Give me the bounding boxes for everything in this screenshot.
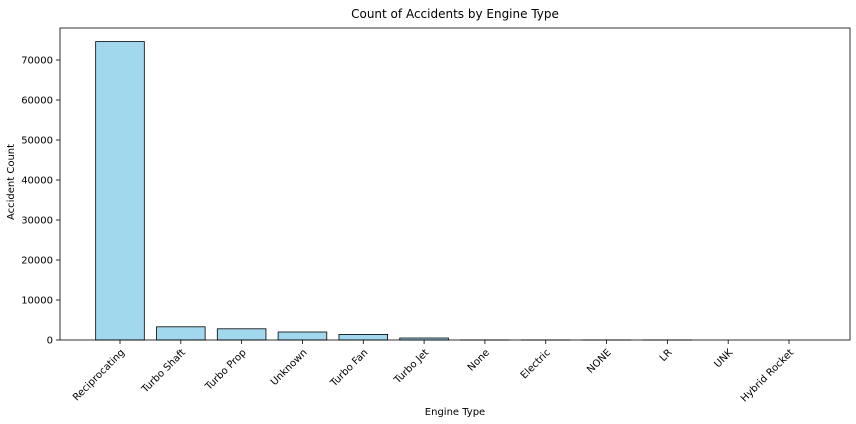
x-axis-title: Engine Type — [425, 407, 485, 418]
bar — [338, 333, 389, 341]
bar — [95, 41, 145, 341]
bar — [216, 328, 267, 341]
bar — [156, 326, 206, 341]
y-tick-label: 70000 — [21, 56, 53, 67]
chart-title: Count of Accidents by Engine Type — [351, 7, 559, 21]
x-tick-label: None — [466, 347, 492, 373]
y-tick-label: 50000 — [21, 136, 53, 147]
x-tick-label: Turbo Prop — [203, 347, 249, 393]
y-tick-label: 0 — [47, 336, 53, 347]
y-tick-label: 20000 — [21, 256, 53, 267]
x-tick-label: NONE — [585, 347, 613, 375]
x-tick-label: Turbo Shaft — [139, 347, 188, 396]
x-tick-label: Turbo Fan — [328, 347, 370, 389]
y-tick-label: 30000 — [21, 216, 53, 227]
x-tick-label: Unknown — [269, 347, 310, 388]
y-axis-title: Accident Count — [6, 144, 17, 220]
y-tick-label: 60000 — [21, 96, 53, 107]
plot-frame — [59, 27, 851, 341]
x-tick-label: UNK — [712, 347, 735, 370]
x-tick-label: Hybrid Rocket — [739, 347, 796, 404]
x-tick-label: Reciprocating — [71, 347, 127, 403]
y-axis: 0 10000 20000 30000 40000 50000 60000 70000 — [21, 56, 60, 347]
plot-area — [95, 41, 693, 341]
x-tick-label: Electric — [519, 347, 553, 381]
x-tick-label: LR — [658, 347, 675, 364]
y-tick-label: 10000 — [21, 296, 53, 307]
x-axis: Reciprocating Turbo Shaft Turbo Prop Unknow… — [71, 340, 796, 404]
y-tick-label: 40000 — [21, 176, 53, 187]
bar — [277, 331, 328, 341]
x-tick-label: Turbo Jet — [392, 347, 431, 386]
